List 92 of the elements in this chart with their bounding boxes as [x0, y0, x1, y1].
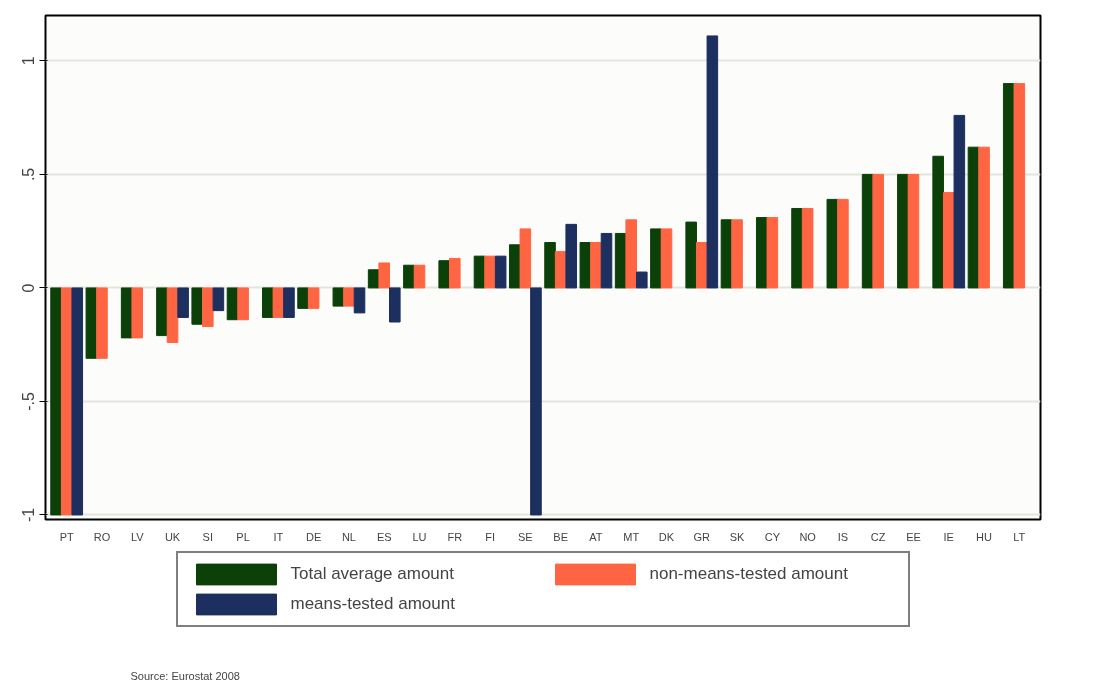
y-tick-label: 1	[20, 56, 38, 66]
bar	[826, 198, 839, 289]
x-tick-label: NL	[341, 530, 356, 543]
x-tick-label: CY	[764, 530, 781, 543]
x-tick-label: PT	[59, 530, 74, 543]
y-tick-label: -.5	[20, 392, 38, 411]
bar	[202, 287, 214, 328]
legend-label: means-tested amount	[290, 594, 456, 614]
x-tick-label: FR	[447, 530, 463, 543]
bar	[978, 146, 990, 289]
x-tick-label: GR	[693, 530, 711, 543]
bar	[636, 271, 648, 289]
bar	[389, 287, 401, 323]
bar	[791, 207, 803, 289]
bar	[191, 287, 204, 325]
bar	[837, 198, 849, 289]
bar	[897, 173, 909, 289]
bar	[449, 257, 461, 289]
bar	[731, 219, 743, 289]
y-tick-label: 0	[20, 283, 38, 293]
bar	[71, 287, 84, 516]
bar	[212, 287, 225, 312]
x-tick-label: BE	[553, 530, 568, 543]
bar	[590, 242, 602, 289]
bar	[473, 255, 486, 289]
legend-label: non-means-tested amount	[649, 564, 849, 584]
bar	[166, 287, 179, 343]
bar	[237, 287, 249, 321]
bar	[872, 173, 884, 289]
bar	[650, 228, 662, 289]
bar	[766, 217, 779, 289]
bar	[177, 287, 189, 318]
x-tick-label: SI	[202, 530, 214, 543]
bar	[96, 287, 108, 359]
x-tick-label: ES	[376, 530, 392, 543]
bar	[494, 255, 507, 289]
bar	[625, 219, 637, 289]
y-tick-label: -1	[20, 507, 38, 523]
source-note: Source: Eurostat 2008	[130, 669, 240, 682]
x-tick-label: LT	[1013, 530, 1026, 543]
bar	[413, 264, 426, 289]
bar	[403, 264, 415, 289]
x-tick-label: UK	[164, 530, 181, 543]
bar	[332, 287, 345, 307]
bar	[907, 173, 920, 289]
bar	[544, 242, 556, 289]
bar	[600, 232, 613, 289]
x-tick-label: PL	[236, 530, 250, 543]
x-tick-label: LU	[412, 530, 427, 543]
x-tick-label: IE	[943, 530, 954, 543]
bar	[156, 287, 168, 337]
x-tick-label: EE	[906, 530, 921, 543]
bar	[50, 287, 62, 516]
bar	[660, 228, 673, 289]
bar	[272, 287, 285, 318]
bar	[519, 228, 532, 289]
bar	[283, 287, 295, 318]
bar	[484, 255, 496, 289]
x-tick-label: RO	[93, 530, 111, 543]
x-tick-label: LV	[130, 530, 145, 543]
bar	[378, 262, 391, 289]
x-tick-label: SK	[729, 530, 746, 543]
bar	[367, 269, 380, 289]
bar	[353, 287, 366, 314]
x-tick-label: CZ	[870, 530, 886, 543]
bar	[579, 242, 592, 289]
x-tick-label: NO	[799, 530, 817, 543]
bar	[1013, 83, 1026, 289]
bar	[932, 155, 944, 289]
bar	[530, 287, 542, 516]
bar	[85, 287, 98, 359]
bar	[297, 287, 309, 309]
bar	[801, 207, 814, 289]
bar	[685, 221, 697, 289]
bar	[953, 114, 966, 289]
legend-label: Total average amount	[290, 564, 455, 584]
x-tick-label: IS	[837, 530, 849, 543]
x-tick-label: DK	[658, 530, 675, 543]
y-tick-label: .5	[20, 167, 38, 182]
x-tick-label: AT	[589, 530, 603, 543]
x-tick-label: IT	[273, 530, 284, 543]
bar	[343, 287, 355, 307]
x-tick-label: MT	[623, 530, 640, 543]
bar	[706, 35, 719, 289]
x-tick-label: DE	[306, 530, 322, 543]
bar	[131, 287, 144, 339]
bar	[438, 260, 450, 289]
bar	[565, 223, 578, 289]
bar	[307, 287, 320, 309]
x-tick-label: HU	[976, 530, 993, 543]
x-tick-label: FI	[485, 530, 495, 543]
x-tick-label: SE	[518, 530, 533, 543]
